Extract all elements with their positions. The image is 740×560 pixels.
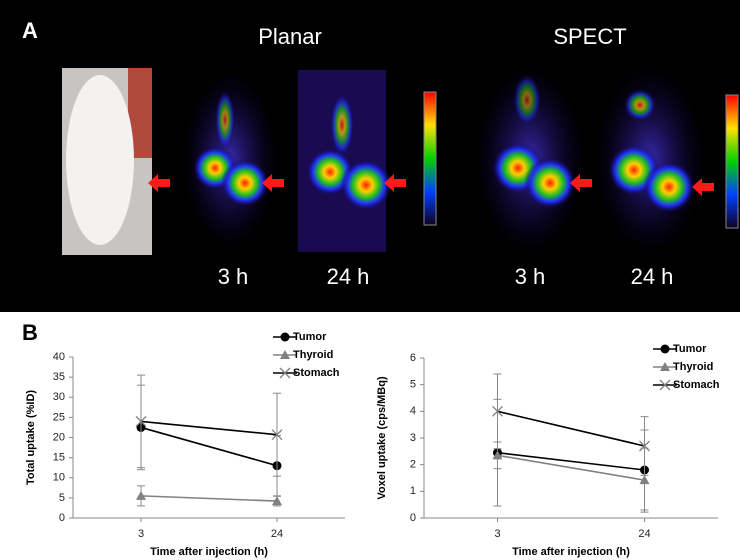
- legend-marker: [279, 367, 291, 379]
- legend-label: Stomach: [673, 379, 720, 391]
- legend-marker: [280, 332, 290, 342]
- y-tick-label: 15: [53, 452, 65, 464]
- x-marker-stroke: [639, 440, 650, 452]
- mouse-photo: [62, 68, 152, 255]
- x-tick-label: 24: [271, 528, 283, 540]
- image-group-title: Planar: [258, 24, 322, 49]
- y-tick-label: 1: [410, 485, 416, 497]
- y-tick-label: 20: [53, 431, 65, 443]
- legend-marker: [660, 362, 670, 371]
- y-tick-label: 3: [410, 432, 416, 444]
- x-axis-title: Time after injection (h): [512, 546, 630, 558]
- spect-image-24h: [595, 65, 705, 255]
- series-line: [497, 451, 645, 471]
- time-label: 3 h: [515, 264, 546, 289]
- y-tick-label: 10: [53, 472, 65, 484]
- y-tick-label: 0: [410, 512, 416, 524]
- legend-marker: [659, 379, 671, 391]
- data-point: [492, 450, 503, 460]
- x-axis-title: Time after injection (h): [150, 546, 268, 558]
- legend-label: Stomach: [293, 367, 340, 379]
- y-tick-label: 2: [410, 459, 416, 471]
- data-point: [492, 405, 503, 417]
- y-tick-label: 25: [53, 411, 65, 423]
- x-tick-label: 3: [138, 528, 144, 540]
- y-tick-label: 4: [410, 405, 416, 417]
- time-label: 24 h: [327, 264, 370, 289]
- legend-marker: [660, 344, 670, 354]
- series-line: [140, 495, 278, 502]
- legend-marker: [280, 350, 290, 359]
- series-line: [140, 420, 278, 436]
- y-tick-label: 40: [53, 351, 65, 363]
- y-tick-label: 0: [59, 512, 65, 524]
- spect-image-3h: [475, 65, 585, 255]
- legend-label: Thyroid: [673, 361, 713, 373]
- legend-label: Thyroid: [293, 349, 333, 361]
- time-label: 24 h: [631, 264, 674, 289]
- y-tick-label: 5: [59, 492, 65, 504]
- y-tick-label: 5: [410, 379, 416, 391]
- y-axis-title: Total uptake (%ID): [25, 390, 37, 485]
- legend-label: Tumor: [293, 331, 327, 343]
- data-point: [135, 415, 147, 427]
- x-tick-label: 3: [494, 528, 500, 540]
- planar-image-3h: [182, 70, 278, 250]
- x-marker-stroke: [271, 429, 283, 441]
- color-bar: [725, 94, 739, 229]
- legend-label: Tumor: [673, 343, 707, 355]
- panel-label: A: [22, 18, 38, 43]
- y-axis-title: Voxel uptake (cps/MBq): [376, 376, 388, 500]
- panel-label: B: [22, 320, 38, 345]
- time-label: 3 h: [218, 264, 249, 289]
- y-tick-label: 35: [53, 371, 65, 383]
- x-marker-stroke: [279, 367, 291, 379]
- series-line: [497, 454, 645, 481]
- image-group-title: SPECT: [553, 24, 626, 49]
- series-line: [140, 426, 278, 467]
- data-point: [136, 490, 146, 500]
- x-marker-stroke: [659, 379, 671, 391]
- data-point: [639, 475, 650, 485]
- data-point: [271, 429, 283, 441]
- y-tick-label: 30: [53, 391, 65, 403]
- x-tick-label: 24: [638, 528, 650, 540]
- planar-image-24h: [298, 70, 392, 252]
- series-line: [497, 410, 645, 447]
- x-marker-stroke: [492, 405, 503, 417]
- x-marker-stroke: [135, 415, 147, 427]
- color-bar: [423, 91, 437, 226]
- data-point: [272, 496, 282, 506]
- data-point: [639, 440, 650, 452]
- y-tick-label: 6: [410, 352, 416, 364]
